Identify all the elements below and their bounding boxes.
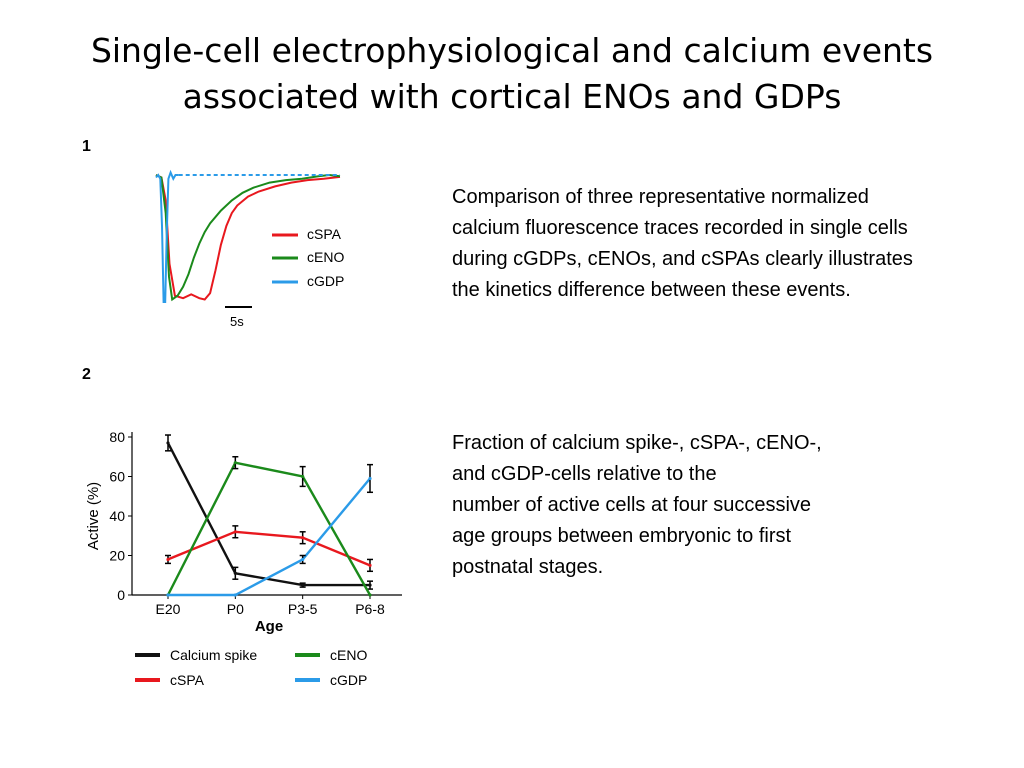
panel-2-description-line: number of active cells at four successiv…	[452, 494, 812, 516]
panel-2-description-line: Fraction of calcium spike-, cSPA-, cENO-…	[452, 432, 822, 454]
data-point-calcium-spike	[368, 583, 372, 587]
data-point-calcium-spike	[166, 441, 170, 445]
y-tick-label: 60	[109, 469, 125, 485]
series-line-calcium-spike	[166, 442, 370, 587]
series-line-cgdp	[168, 477, 371, 597]
data-point-cspa	[233, 530, 237, 534]
legend: Calcium spike cENO cSPA cGDP	[135, 647, 367, 688]
data-point-ceno	[301, 474, 305, 479]
data-point-cgdp	[233, 593, 237, 597]
series-line-cspa	[167, 530, 371, 567]
panel-1-description-text: Comparison of three representative norma…	[452, 186, 913, 301]
slide-title: Single-cell electrophysiological and cal…	[60, 28, 964, 120]
y-axis-label: Active (%)	[85, 482, 102, 550]
calcium-traces-chart: cSPA cENO cGDP 5s	[155, 169, 344, 329]
data-point-cgdp	[301, 557, 305, 562]
data-point-cgdp	[166, 593, 170, 597]
panel-2-description-line: postnatal stages.	[452, 556, 604, 578]
panel-2-description-line: age groups between embryonic to first	[452, 525, 792, 547]
title-line-2: associated with cortical ENOs and GDPs	[182, 77, 842, 116]
legend-label-cgdp: cGDP	[330, 672, 367, 688]
y-tick-label: 80	[109, 429, 125, 445]
series-line-ceno	[166, 461, 372, 596]
trace-ceno	[155, 173, 341, 302]
panel-2-description: Fraction of calcium spike-, cSPA-, cENO-…	[452, 428, 932, 583]
legend-label-cgdp: cGDP	[307, 273, 344, 289]
x-tick-label: P0	[227, 601, 244, 617]
y-tick-label: 40	[109, 508, 125, 524]
title-line-1: Single-cell electrophysiological and cal…	[90, 31, 934, 70]
y-tick-label: 20	[109, 548, 125, 564]
series-group	[165, 434, 373, 597]
trace-group	[155, 169, 341, 303]
data-point-cspa	[301, 536, 305, 540]
x-tick-label: P6-8	[355, 601, 385, 617]
legend-label-calcium-spike: Calcium spike	[170, 647, 257, 663]
trace-cspa	[155, 174, 341, 301]
x-axis-label: Age	[255, 618, 283, 635]
panel-2-description-line: and cGDP-cells relative to the	[452, 463, 717, 485]
data-point-cspa	[368, 563, 372, 567]
legend-label-cspa: cSPA	[307, 226, 342, 242]
legend-label-cspa: cSPA	[170, 672, 205, 688]
data-point-ceno	[233, 461, 237, 465]
legend: cSPA cENO cGDP	[272, 226, 344, 289]
scale-bar-label: 5s	[230, 314, 244, 329]
active-cells-chart: Active (%) Age 0 20 40 60 80 E20 P0 P3-5 P6-8 Ca…	[85, 429, 402, 688]
panel-1-description: Comparison of three representative norma…	[452, 182, 932, 306]
y-tick-label: 0	[117, 587, 125, 603]
x-tick-label: E20	[156, 601, 181, 617]
legend-label-ceno: cENO	[330, 647, 367, 663]
axes: 0 20 40 60 80 E20 P0 P3-5 P6-8	[109, 429, 402, 617]
panel-2-number: 2	[82, 366, 91, 383]
trace-cgdp	[155, 169, 179, 303]
data-point-calcium-spike	[233, 571, 237, 575]
panel-1-number: 1	[82, 138, 91, 155]
data-point-cspa	[166, 557, 170, 562]
data-point-ceno	[368, 593, 372, 597]
data-point-cgdp	[368, 476, 372, 481]
data-point-calcium-spike	[301, 583, 305, 587]
legend-label-ceno: cENO	[307, 249, 344, 265]
x-tick-label: P3-5	[288, 601, 318, 617]
